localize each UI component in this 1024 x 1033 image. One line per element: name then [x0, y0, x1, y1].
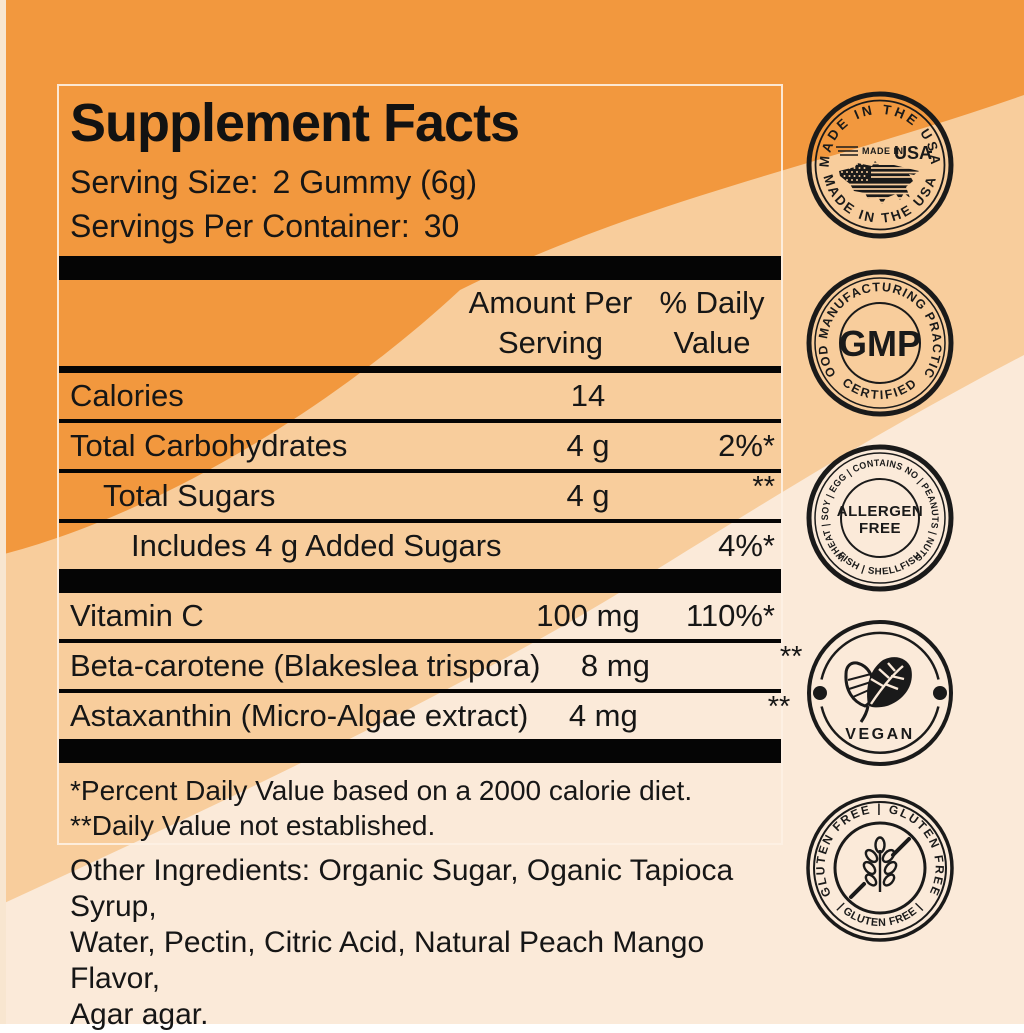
vegan-label: VEGAN: [845, 726, 914, 743]
gluten-free-badge: GLUTEN FREE | GLUTEN FREE | GLUTEN FREE …: [806, 794, 954, 942]
row-name: Total Carbohydrates: [70, 428, 348, 463]
allergen-center-line2: FREE: [859, 520, 901, 537]
divider-bar-top: [59, 256, 781, 280]
divider-bar-middle: [59, 569, 781, 593]
row-name: Includes 4 g Added Sugars: [131, 528, 502, 563]
row-amount: 14: [570, 378, 606, 413]
badge-outer-ring: [806, 794, 954, 942]
gmp-center-text: GMP: [839, 323, 921, 364]
serving-size-value: 2 Gummy (6g): [272, 164, 478, 200]
vegan-inner-arc-bottom: [820, 706, 940, 754]
badge-inner-ring: [814, 452, 946, 584]
table-row-total-carbohydrates: Total Carbohydrates 4 g 2%*: [59, 423, 781, 469]
row-name: Vitamin C: [70, 598, 204, 633]
other-ingredients-line1: Other Ingredients: Organic Sugar, Oganic…: [70, 854, 734, 923]
usa-flag-map-icon: [838, 160, 922, 206]
table-row-beta-carotene: Beta-carotene (Blakeslea trispora) 8 mg …: [59, 641, 802, 689]
daily-value-header: % Daily Value: [643, 283, 781, 363]
header-separator: [59, 366, 781, 373]
allergen-center-circle: [840, 478, 920, 558]
amount-header-line2: Serving: [497, 325, 604, 360]
row-separator: [59, 689, 781, 693]
vegan-badge: VEGAN: [807, 620, 953, 766]
gluten-center-circle: [833, 821, 927, 915]
svg-text:FISH | SHELLFISH: FISH | SHELLFISH: [836, 550, 925, 578]
serving-size-row: Serving Size: 2 Gummy (6g): [59, 164, 781, 200]
row-separator: [59, 469, 781, 473]
divider-bar-bottom: [59, 739, 781, 763]
servings-per-container-value: 30: [423, 208, 460, 244]
other-ingredients-line2: Water, Pectin, Citric Acid, Natural Peac…: [70, 926, 705, 995]
row-name: Calories: [70, 378, 184, 413]
row-dv: 2%*: [718, 428, 775, 463]
left-edge-strip: [0, 0, 6, 1024]
badge-outer-ring: [806, 91, 954, 239]
table-row-astaxanthin: Astaxanthin (Micro-Algae extract) 4 mg *…: [59, 691, 790, 739]
amount-header-line1: Amount Per: [468, 285, 633, 320]
gmp-badge: GOOD MANUFACTURING PRACTICE ★ CERTIFIED …: [805, 268, 954, 417]
row-separator: [59, 519, 781, 523]
row-dv: **: [752, 470, 775, 503]
badge-outer-ring: [806, 444, 954, 592]
gluten-arc-bottom-text: | GLUTEN FREE |: [835, 901, 924, 929]
dv-header-line1: % Daily: [659, 285, 765, 320]
badge-outer-ring: [806, 269, 954, 417]
row-dv: **: [779, 640, 803, 673]
made-in-text: MADE IN: [862, 146, 904, 156]
gmp-center-circle: [839, 302, 921, 384]
speed-lines-icon: [836, 146, 858, 156]
table-row-total-sugars: Total Sugars 4 g **: [59, 470, 781, 519]
badge-inner-ring: [814, 99, 946, 231]
badge-inner-ring: [813, 801, 947, 935]
prohibition-slash-icon: [849, 837, 911, 899]
table-row-calories: Calories 14: [59, 373, 781, 419]
servings-per-container-label: Servings Per Container:: [70, 208, 410, 244]
row-dv: 4%*: [718, 528, 775, 563]
row-amount: 100 mg: [536, 598, 640, 633]
row-name: Astaxanthin (Micro-Algae extract): [70, 698, 529, 733]
usa-text: USA: [894, 143, 932, 163]
amount-per-serving-header: Amount Per Serving: [458, 283, 643, 363]
row-separator: [59, 639, 781, 643]
made-in-usa-badge: MADE IN THE USA MADE IN THE USA MADE IN …: [806, 91, 954, 239]
allergen-center-line1: ALLERGEN: [837, 503, 924, 520]
row-separator: [59, 419, 781, 423]
allergen-arc-bottom-text: FISH | SHELLFISH: [836, 550, 924, 578]
table-header-row: Amount Per Serving % Daily Value: [59, 280, 781, 366]
table-row-added-sugars: Includes 4 g Added Sugars 4%*: [59, 523, 781, 569]
dv-header-line2: Value: [673, 325, 751, 360]
row-dv: **: [767, 690, 791, 723]
badge-inner-ring: [814, 277, 946, 409]
row-amount: 4 mg: [568, 698, 638, 733]
bg-orange-layer: [0, 0, 1024, 555]
svg-text:| GLUTEN FREE |: | GLUTEN FREE |: [835, 901, 924, 929]
allergen-free-badge: WHEAT | SOY | EGG | CONTAINS NO | PEANUT…: [806, 444, 954, 592]
row-amount: 4 g: [566, 478, 610, 513]
facts-title: Supplement Facts: [70, 93, 520, 153]
row-dv: 110%*: [685, 598, 775, 633]
wheat-icon: [862, 836, 898, 892]
footnote-percent-daily-value: *Percent Daily Value based on a 2000 cal…: [70, 775, 693, 806]
supplement-facts-panel: Supplement Facts Serving Size: 2 Gummy (…: [57, 84, 802, 845]
other-ingredients-line3: Agar agar.: [70, 998, 209, 1031]
other-ingredients: Other Ingredients: Organic Sugar, Oganic…: [70, 853, 790, 1033]
servings-per-container-row: Servings Per Container: 30: [59, 208, 781, 244]
table-row-vitamin-c: Vitamin C 100 mg 110%*: [59, 593, 781, 639]
serving-size-label: Serving Size:: [70, 164, 259, 200]
vegan-inner-arc-top: [820, 631, 940, 680]
footnote-daily-value: **Daily Value not established.: [70, 810, 436, 841]
row-amount: 4 g: [566, 428, 610, 463]
vegan-right-dot: [933, 686, 947, 700]
vegan-left-dot: [813, 686, 827, 700]
row-name: Total Sugars: [103, 478, 276, 513]
leaves-icon: [844, 657, 912, 723]
badge-outer-ring: [807, 620, 953, 766]
footnotes: *Percent Daily Value based on a 2000 cal…: [59, 763, 781, 843]
row-name: Beta-carotene (Blakeslea trispora): [70, 648, 541, 683]
row-amount: 8 mg: [580, 648, 650, 683]
